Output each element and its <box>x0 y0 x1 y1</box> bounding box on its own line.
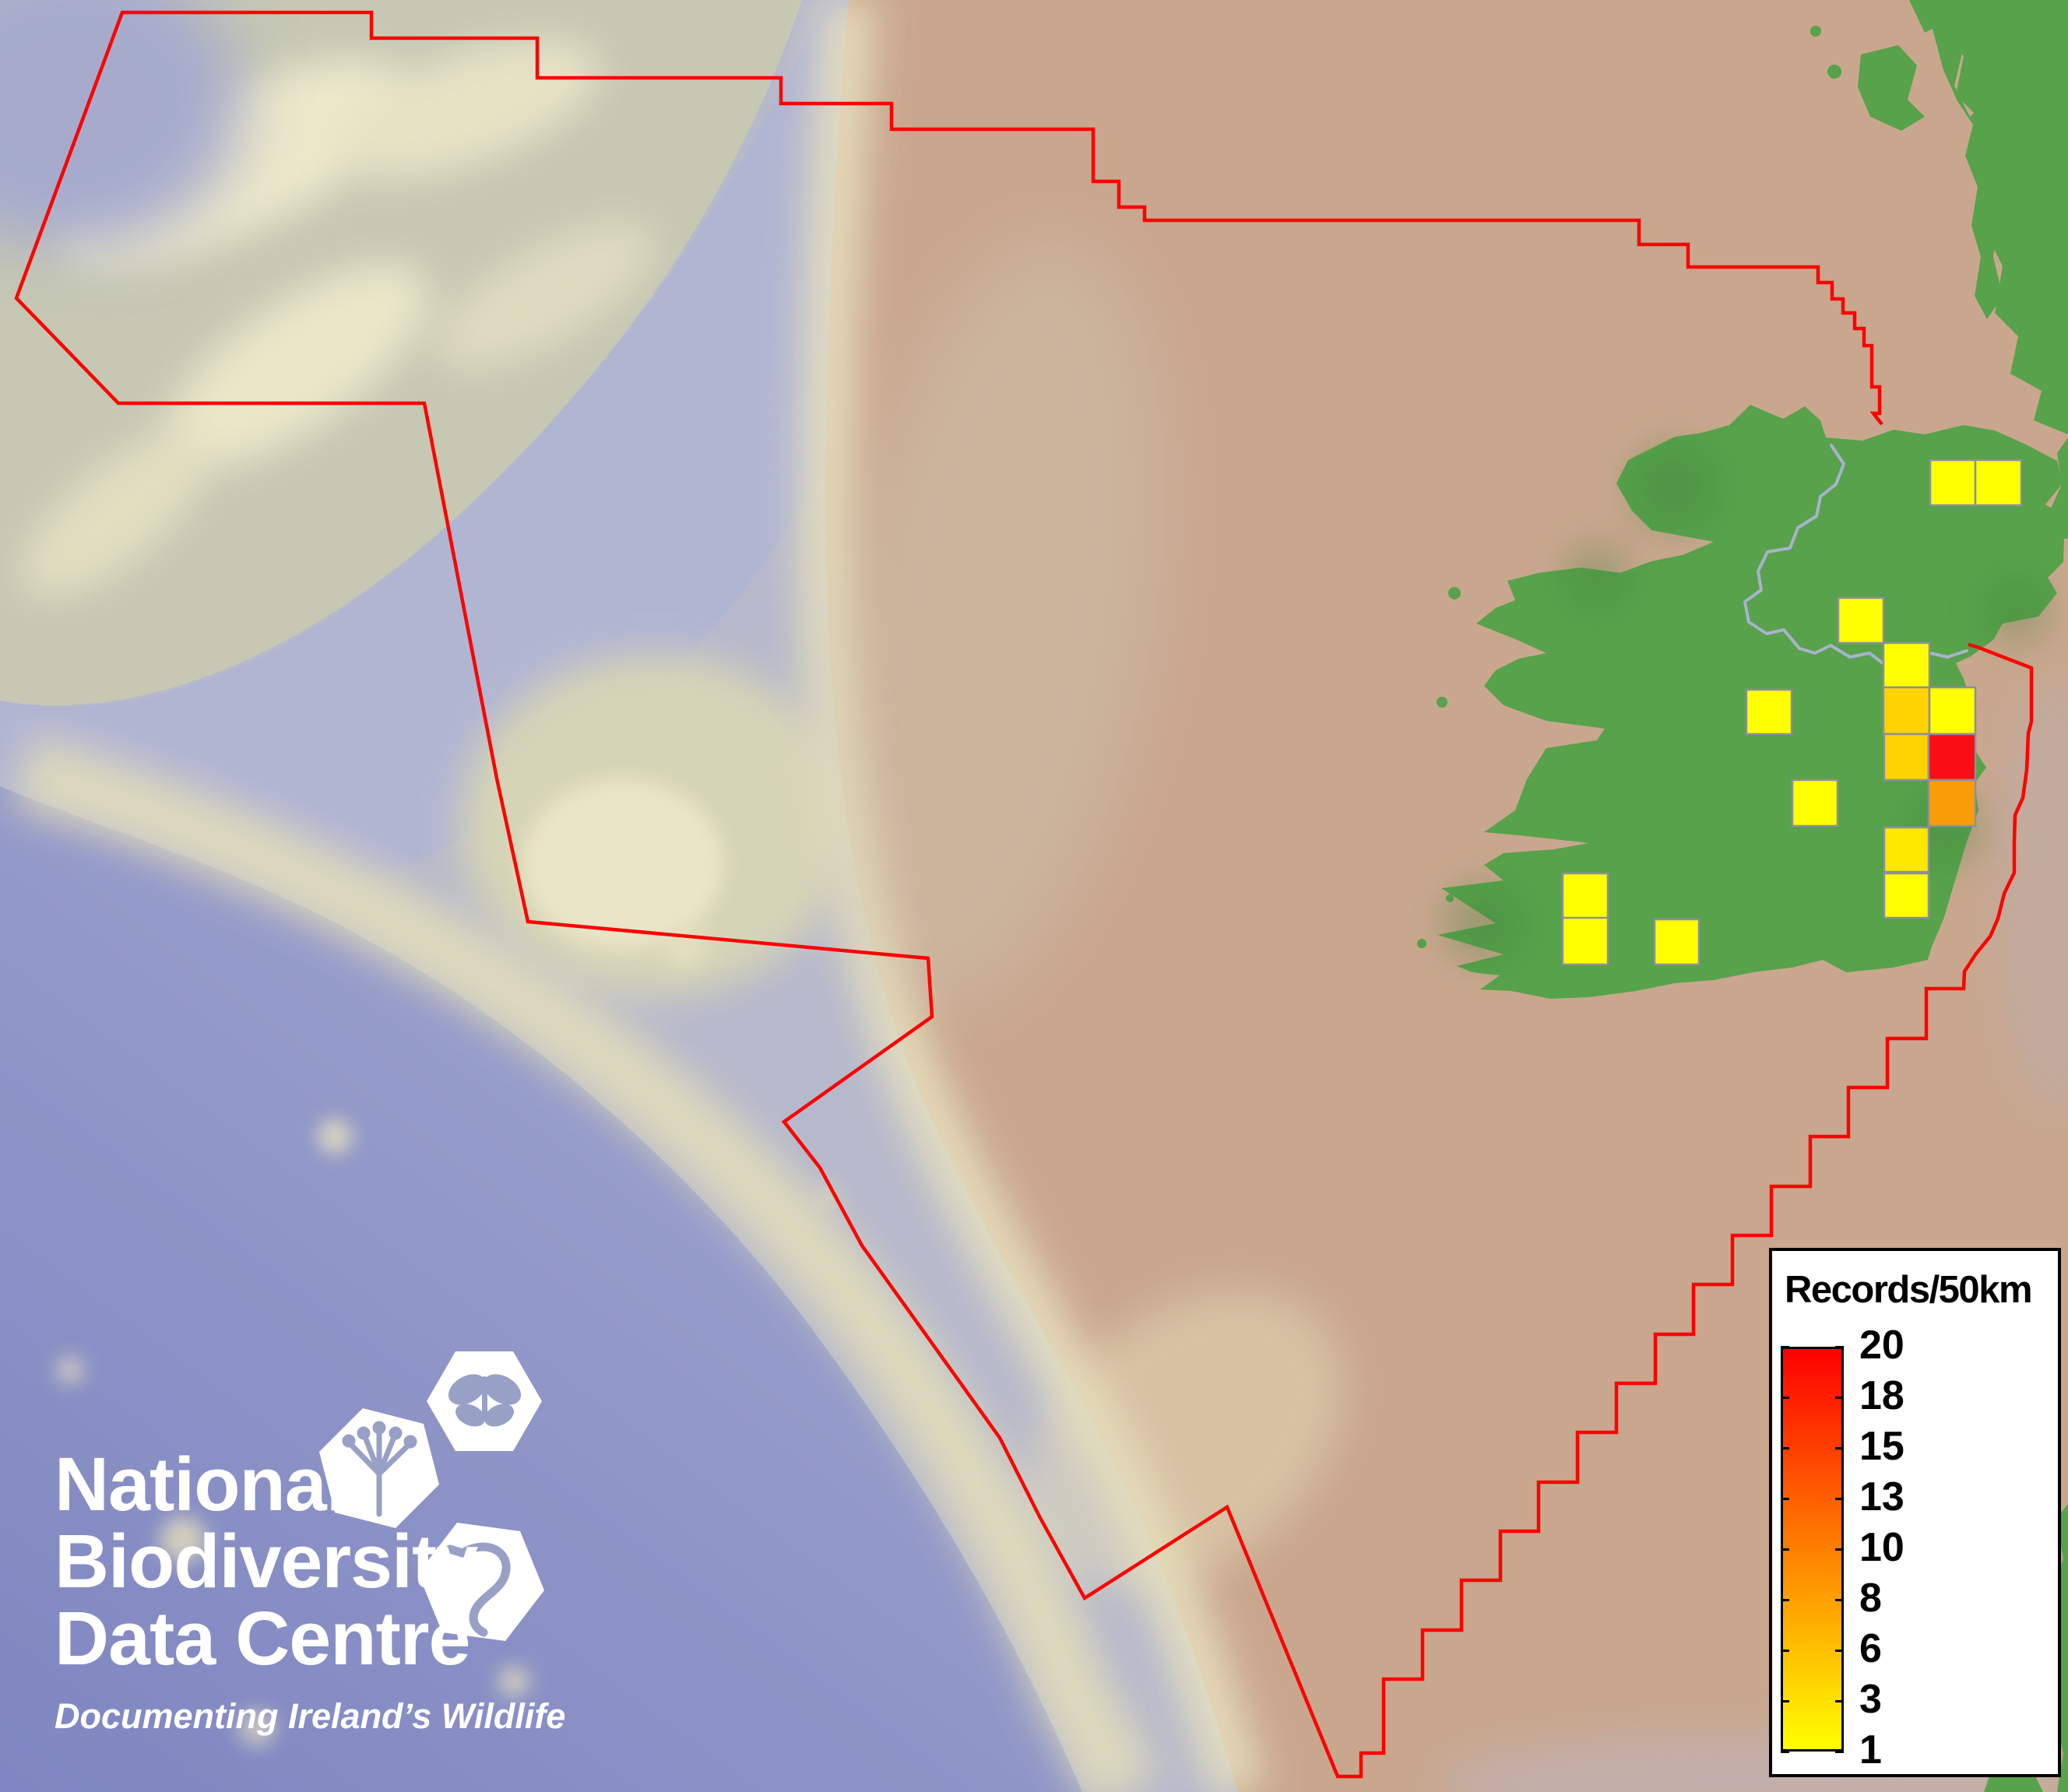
records-square <box>1883 687 1929 734</box>
legend-tick-label: 8 <box>1859 1578 1882 1618</box>
logo-line-3: Data Centre <box>55 1601 565 1678</box>
map-stage: Records/50km 20 18 15 13 10 8 6 3 1 National Bio… <box>0 0 2068 1792</box>
legend-tick-mark <box>1781 1548 1789 1551</box>
records-square <box>1792 780 1838 826</box>
records-square <box>1929 780 1975 826</box>
logo-line-2: Biodiversity <box>55 1523 565 1601</box>
legend-tick-mark <box>1781 1447 1789 1449</box>
legend-tick-mark <box>1835 1447 1844 1449</box>
legend-tick-label: 13 <box>1859 1477 1904 1517</box>
legend-tick-mark <box>1781 1751 1789 1753</box>
legend-tick-label: 15 <box>1859 1426 1904 1467</box>
legend-tick-mark <box>1835 1599 1844 1601</box>
records-square <box>1884 827 1929 872</box>
legend-box: Records/50km 20 18 15 13 10 8 6 3 1 <box>1769 1248 2061 1777</box>
legend-tick-mark <box>1781 1599 1789 1601</box>
records-square <box>1884 873 1929 918</box>
records-square <box>1563 873 1608 919</box>
records-square <box>1746 690 1792 734</box>
records-square <box>1838 598 1883 643</box>
logo-line-1: National <box>55 1446 565 1523</box>
legend-tick-mark <box>1781 1498 1789 1500</box>
legend-tick-label: 1 <box>1859 1730 1882 1770</box>
legend-tick-label: 18 <box>1859 1376 1904 1416</box>
legend-tick-mark <box>1781 1650 1789 1652</box>
legend-tick-mark <box>1835 1700 1844 1702</box>
legend-tick-mark <box>1781 1700 1789 1702</box>
records-square <box>1929 687 1975 734</box>
records-square <box>1975 460 2021 505</box>
legend-tick-mark <box>1835 1498 1844 1500</box>
legend-title: Records/50km <box>1785 1268 2031 1312</box>
legend-tick-label: 20 <box>1859 1325 1904 1365</box>
nbdc-logo: National Biodiversity Data Centre Docume… <box>55 1446 565 1737</box>
records-square <box>1930 460 1975 505</box>
legend-tick-mark <box>1781 1397 1789 1399</box>
arran-island <box>2013 227 2054 268</box>
legend-tick-mark <box>1835 1397 1844 1399</box>
legend-tick-label: 6 <box>1859 1629 1882 1669</box>
logo-tagline: Documenting Ireland’s Wildlife <box>55 1696 565 1737</box>
legend-gradient-bar <box>1781 1347 1844 1752</box>
records-square <box>1884 734 1929 780</box>
records-square <box>1929 734 1975 780</box>
legend-tick-mark <box>1835 1548 1844 1551</box>
legend-tick-mark <box>1835 1650 1844 1652</box>
records-square <box>1563 918 1608 965</box>
records-square <box>1883 643 1929 687</box>
legend-tick-mark <box>1835 1751 1844 1753</box>
legend-tick-mark <box>1781 1346 1789 1348</box>
legend-tick-label: 10 <box>1859 1527 1904 1568</box>
legend-tick-label: 3 <box>1859 1679 1882 1720</box>
legend-tick-mark <box>1835 1346 1844 1348</box>
records-square <box>1655 919 1699 965</box>
